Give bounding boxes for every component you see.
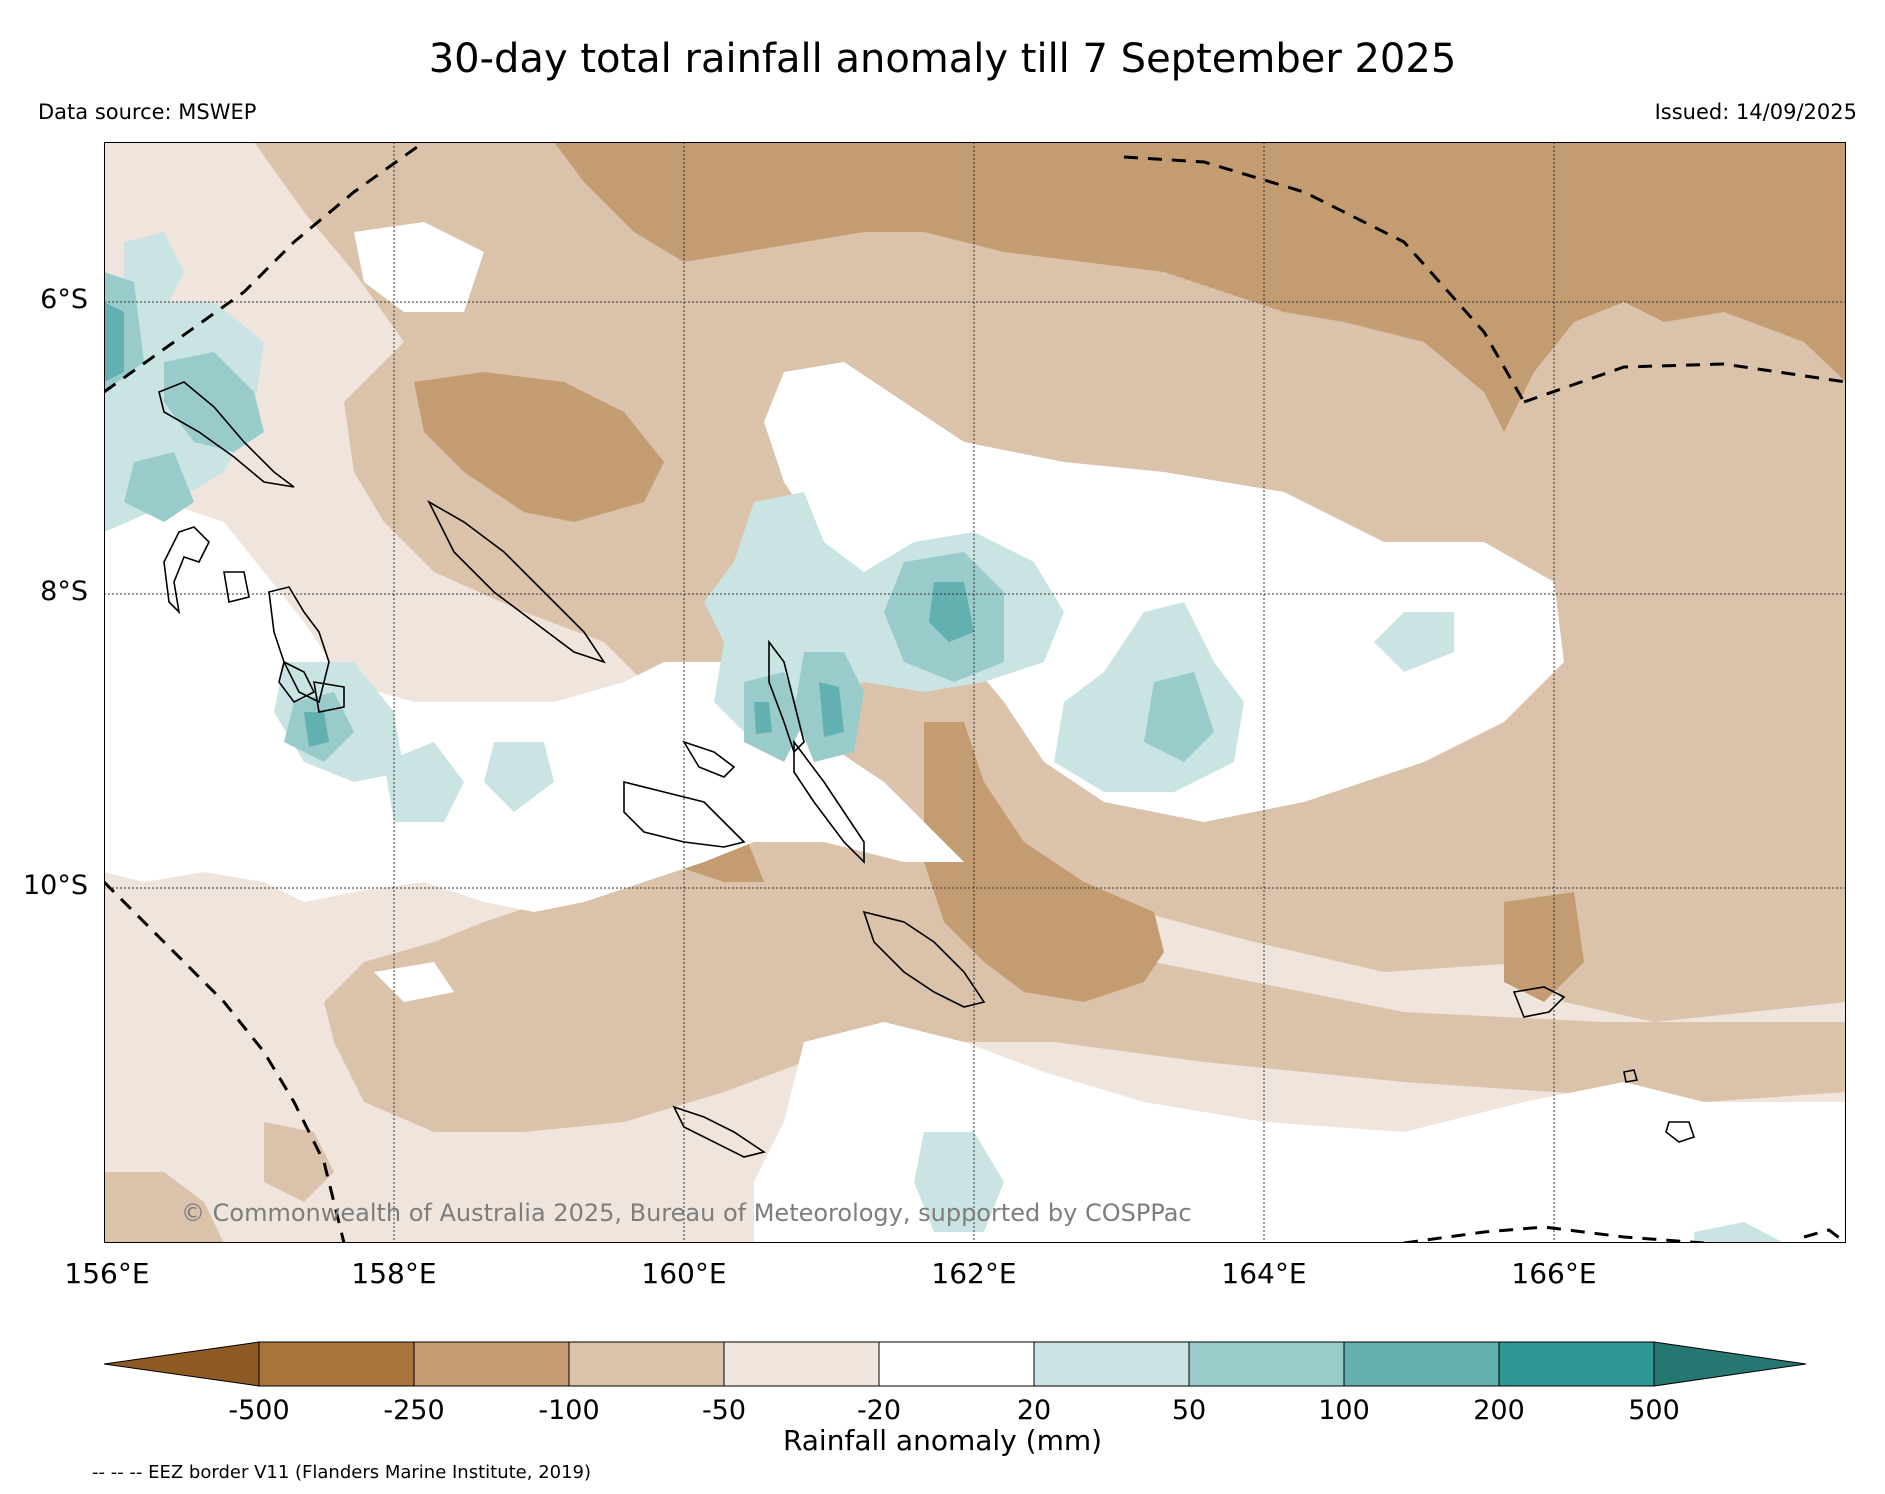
map-graticule [104, 142, 1846, 1243]
lon-label-158e: 158°E [351, 1257, 437, 1290]
colorbar-label: Rainfall anomaly (mm) [782, 1424, 1103, 1457]
colorbar-extend-low [104, 1341, 260, 1387]
colorbar-bin-3 [568, 1341, 725, 1387]
colorbar-tick: -500 [228, 1395, 290, 1426]
lon-label-164e: 164°E [1221, 1257, 1307, 1290]
lon-label-160e: 160°E [641, 1257, 727, 1290]
colorbar-bin-5 [878, 1341, 1035, 1387]
colorbar-tick: 500 [1628, 1395, 1680, 1426]
colorbar-tick: 20 [1016, 1395, 1052, 1426]
eez-borders [104, 142, 1846, 1243]
lat-label-6s: 6°S [40, 284, 88, 315]
colorbar-tick: 100 [1318, 1395, 1370, 1426]
colorbar-bin-2 [413, 1341, 570, 1387]
map-title: 30-day total rainfall anomaly till 7 Sep… [428, 36, 1457, 82]
copyright-notice: © Commonwealth of Australia 2025, Bureau… [181, 1199, 1192, 1227]
data-source-label: Data source: MSWEP [38, 100, 257, 124]
eez-footnote: -- -- -- EEZ border V11 (Flanders Marine… [92, 1462, 592, 1483]
issued-date-label: Issued: 14/09/2025 [1654, 100, 1857, 124]
map-border [104, 142, 1846, 1243]
colorbar-bin-7 [1188, 1341, 1345, 1387]
colorbar-bin-4 [723, 1341, 880, 1387]
colorbar-tick: -50 [701, 1395, 747, 1426]
lon-label-162e: 162°E [931, 1257, 1017, 1290]
colorbar-tick: -20 [856, 1395, 902, 1426]
lat-label-10s: 10°S [23, 870, 88, 901]
anomaly-zone-wet-strong [104, 302, 974, 747]
rainfall-anomaly-map [104, 142, 1846, 1243]
colorbar-extend-high [1653, 1341, 1806, 1387]
colorbar-tick: 50 [1171, 1395, 1207, 1426]
lon-label-156e: 156°E [64, 1257, 150, 1290]
colorbar-tick: -100 [538, 1395, 600, 1426]
colorbar-bin-8 [1343, 1341, 1500, 1387]
lat-label-8s: 8°S [40, 576, 88, 607]
colorbar-bin-6 [1033, 1341, 1190, 1387]
colorbar-bin-1 [258, 1341, 415, 1387]
lon-label-166e: 166°E [1511, 1257, 1597, 1290]
colorbar-tick: 200 [1473, 1395, 1525, 1426]
colorbar-tick: -250 [383, 1395, 445, 1426]
island-coastlines [158, 381, 1696, 1158]
colorbar-bin-9 [1498, 1341, 1655, 1387]
colorbar [104, 1341, 1806, 1387]
